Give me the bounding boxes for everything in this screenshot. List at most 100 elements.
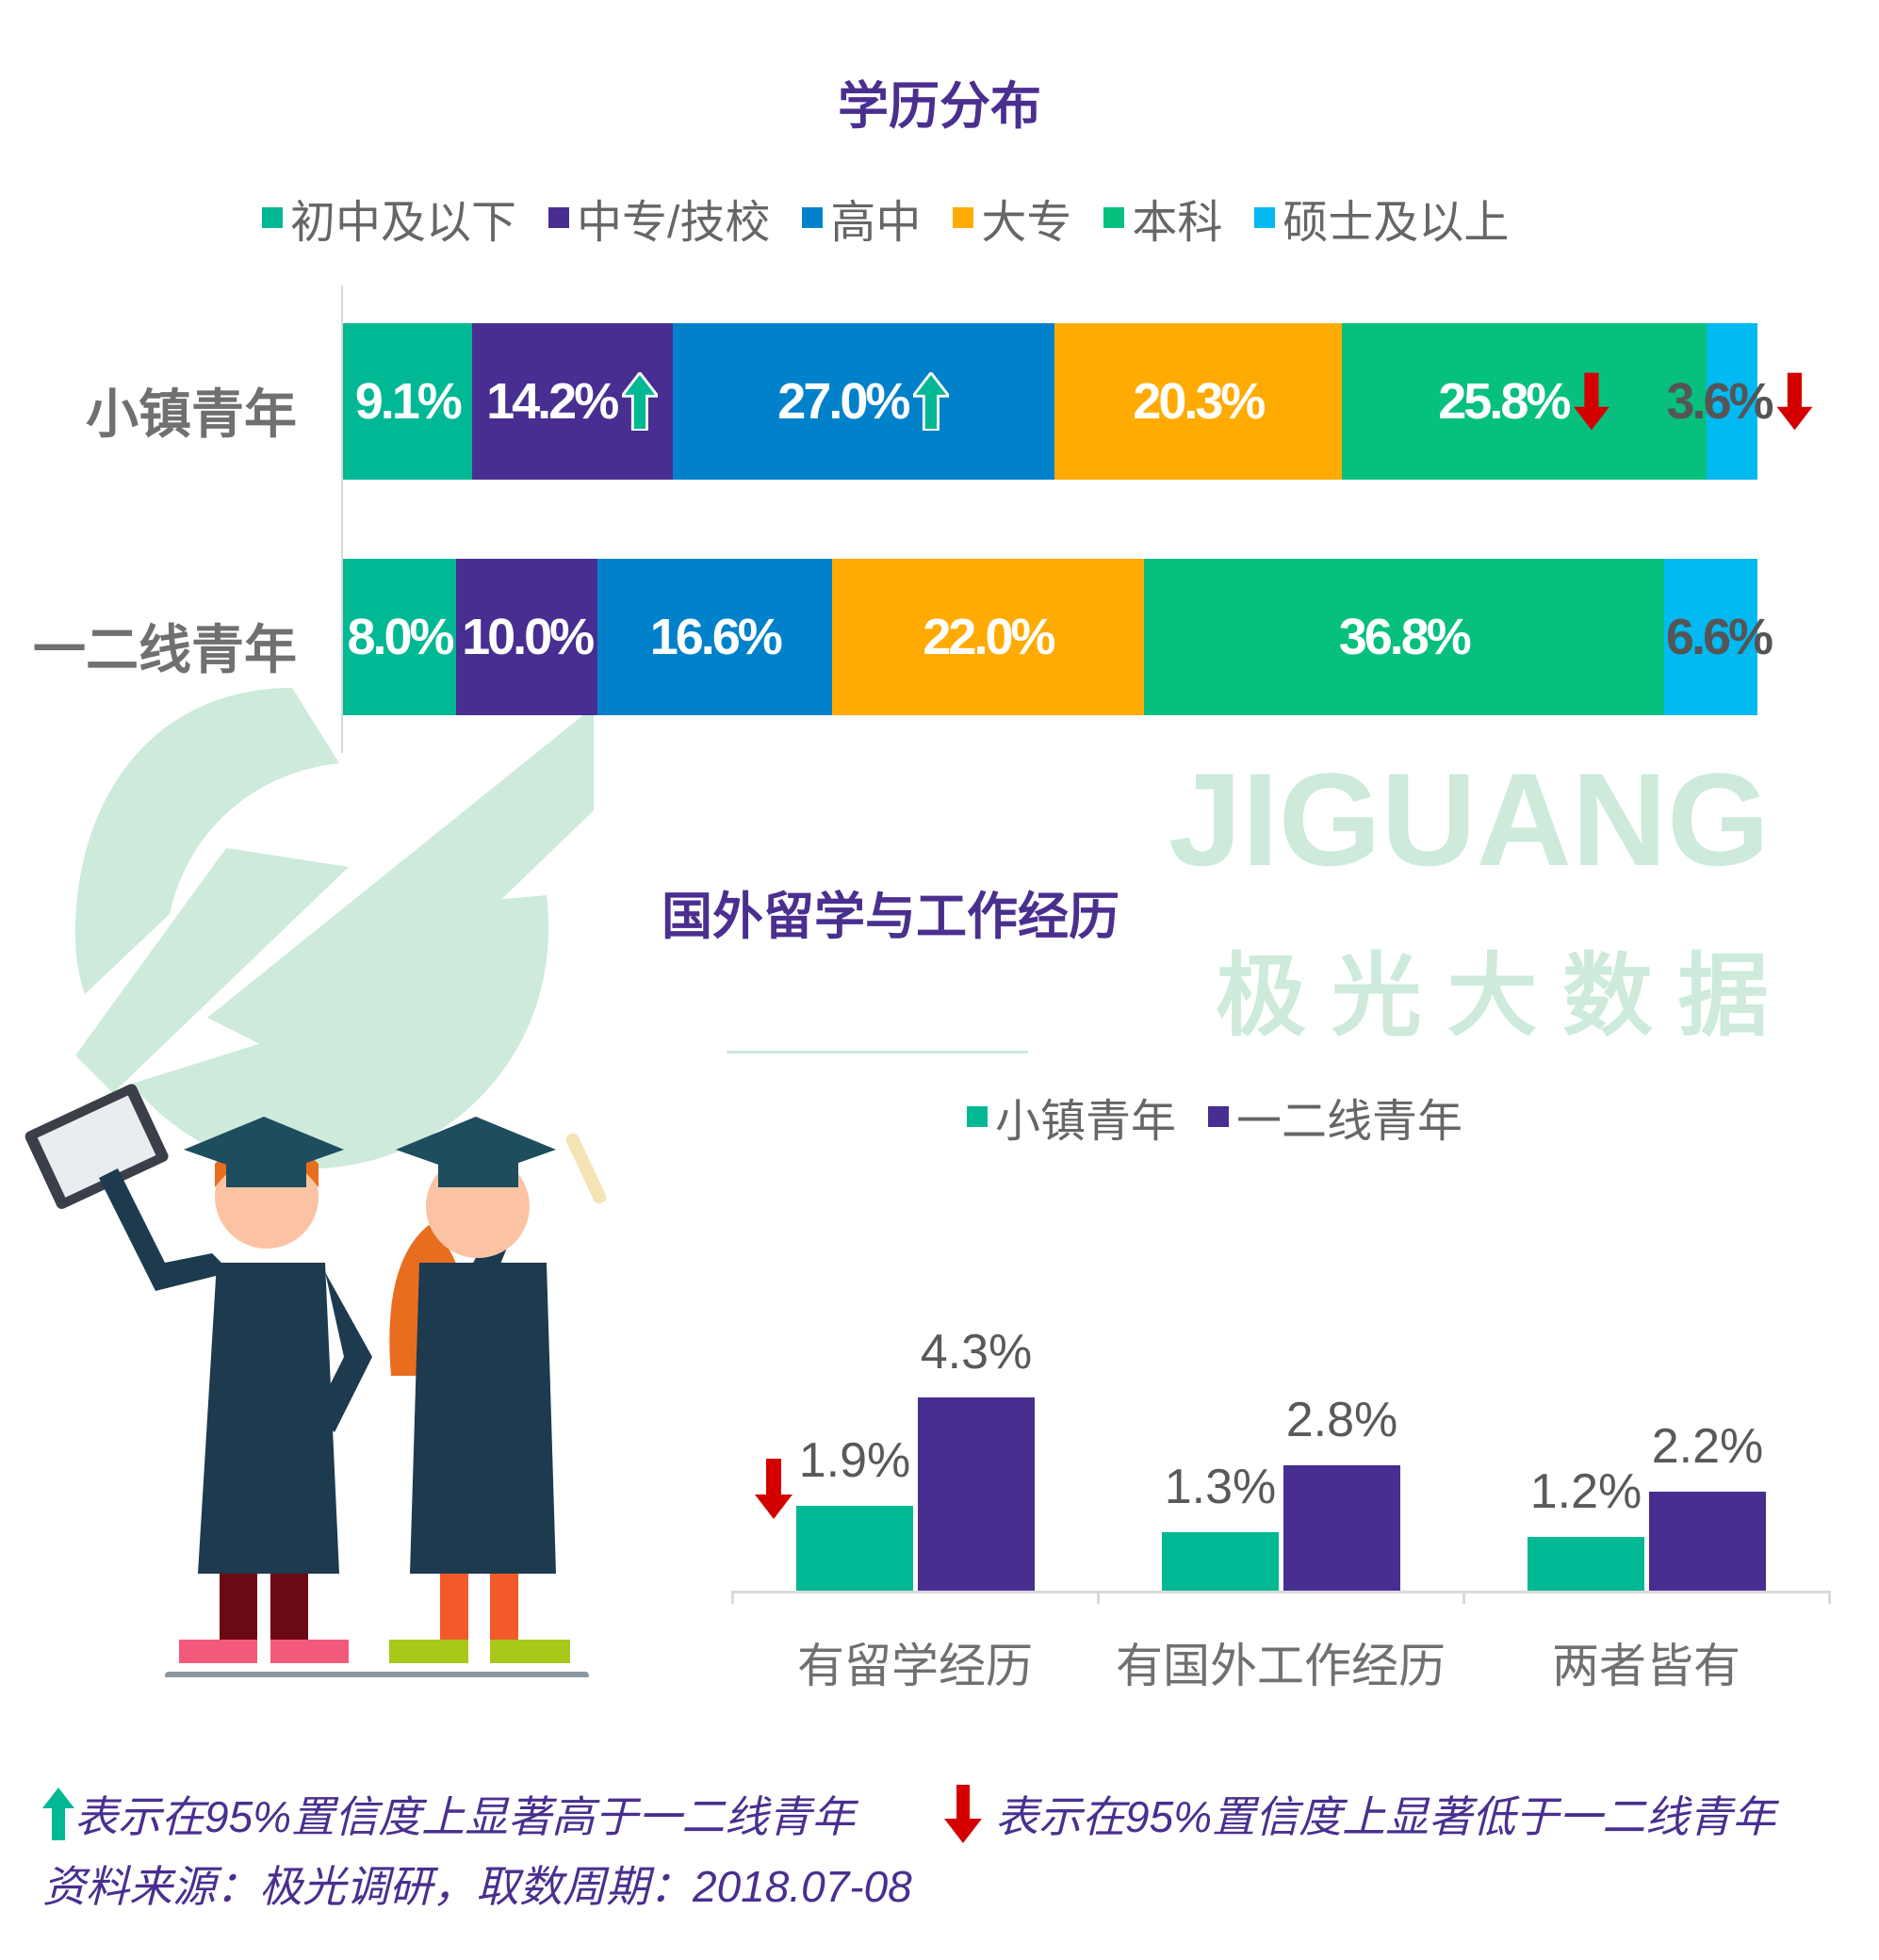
chart1-legend: 初中及以下 中专/技校 高中 大专 本科 硕士及以上: [262, 185, 1509, 251]
data-label-text: 6.6%: [1665, 609, 1773, 665]
bar: [918, 1397, 1035, 1591]
title-underline: [727, 1051, 1028, 1054]
bar-segment: [343, 559, 457, 715]
data-label: 25.8%: [1438, 372, 1610, 431]
legend-item: 大专: [953, 185, 1071, 251]
legend-swatch: [262, 207, 283, 228]
legend-label: 中专/技校: [577, 198, 771, 248]
legend-item: 中专/技校: [548, 185, 770, 251]
watermark-logo-icon: [75, 688, 594, 1168]
data-label: 10.0%: [462, 608, 595, 666]
legend-label: 一二线青年: [1236, 1097, 1463, 1147]
legend-label: 本科: [1132, 198, 1223, 248]
data-label: 8.0%: [347, 608, 454, 666]
bar-label: 1.3%: [1164, 1460, 1277, 1515]
category-label: 两者皆有: [1552, 1640, 1740, 1692]
data-label-text: 25.8%: [1438, 373, 1571, 430]
data-label-text: 8.0%: [347, 609, 454, 665]
data-label: 6.6%: [1665, 608, 1773, 666]
data-label: 14.2%: [486, 372, 659, 431]
data-label: 36.8%: [1338, 608, 1472, 666]
x-axis: [732, 1591, 1829, 1593]
data-label-text: 16.6%: [649, 609, 783, 665]
data-label-text: 3.6%: [1666, 373, 1773, 430]
legend-item: 高中: [802, 185, 921, 251]
arrow-down-icon: [1574, 372, 1610, 431]
bar-segment: [1341, 323, 1707, 480]
data-label: 9.1%: [354, 372, 463, 431]
chart2-title: 国外留学与工作经历: [662, 889, 1119, 945]
bar-segment: [597, 559, 833, 715]
data-label: 27.0%: [777, 372, 950, 431]
legend-item: 初中及以下: [262, 185, 516, 251]
x-tick: [1462, 1591, 1465, 1604]
bar-segment: [832, 559, 1144, 715]
bar-label: 1.9%: [798, 1432, 911, 1488]
row-label-town: 小镇青年: [86, 384, 297, 444]
legend-swatch: [967, 1106, 988, 1127]
bar-label: 2.8%: [1285, 1392, 1398, 1447]
chart2-legend: 小镇青年 一二线青年: [967, 1084, 1462, 1150]
legend-label: 硕士及以上: [1283, 198, 1510, 248]
data-label: 16.6%: [649, 608, 783, 666]
chart1-title: 学历分布: [838, 78, 1041, 135]
footer-down-note: 表示在95%置信度上显著低于一二线青年: [944, 1783, 1775, 1845]
bar-segment: [1143, 559, 1664, 715]
legend-item: 硕士及以上: [1254, 185, 1509, 251]
x-tick: [1828, 1591, 1831, 1604]
arrow-up-icon: [622, 372, 659, 431]
bar-segment: [343, 323, 472, 480]
arrow-down-icon: [755, 1458, 792, 1519]
stacked-bar-town: 9.1% 14.2% 27.0% 20.3% 25.8% 3.6%: [343, 323, 1813, 480]
chart2-plot: 1.9% 4.3% 有留学经历 1.3% 2.8% 有国外工作经历 1.2% 2.2% 两者皆有: [731, 1225, 1831, 1696]
down-note-text: 表示在95%置信度上显著低于一二线青年: [995, 1792, 1776, 1841]
bar-segment: [672, 323, 1054, 480]
arrow-down-icon: [944, 1785, 982, 1843]
bar: [796, 1505, 913, 1591]
bar-segment: [1054, 323, 1342, 480]
bar: [1283, 1464, 1400, 1591]
up-note-text: 表示在95%置信度上显著高于一二线青年: [74, 1792, 856, 1841]
legend-swatch: [548, 207, 570, 228]
data-label-text: 9.1%: [354, 373, 463, 430]
data-label: 22.0%: [923, 608, 1055, 666]
category-label: 有国外工作经历: [1116, 1640, 1446, 1692]
bar-segment: [1663, 559, 1757, 715]
bar: [1649, 1492, 1766, 1591]
legend-label: 大专: [981, 198, 1072, 248]
data-label-text: 14.2%: [486, 373, 619, 430]
footer-source: 资料来源：极光调研，取数周期：2018.07-08: [42, 1862, 912, 1911]
bar: [1162, 1532, 1279, 1591]
legend-swatch: [1254, 207, 1276, 228]
x-tick: [1097, 1591, 1100, 1604]
watermark-brand: JIGUANG: [1168, 745, 1770, 893]
arrow-up-icon: [913, 372, 950, 431]
bar-segment: [456, 559, 598, 715]
legend-swatch: [953, 207, 974, 228]
arrow-down-icon: [1776, 372, 1813, 431]
category-label: 有留学经历: [797, 1640, 1033, 1692]
data-label-text: 20.3%: [1133, 373, 1266, 430]
legend-label: 高中: [830, 198, 922, 248]
data-label: 3.6%: [1666, 372, 1813, 431]
chart1-axis-line: [341, 286, 343, 753]
legend-item: 一二线青年: [1208, 1084, 1462, 1150]
bar: [1528, 1536, 1644, 1591]
data-label-text: 22.0%: [923, 609, 1055, 665]
bar-segment: [1706, 323, 1757, 480]
stacked-bar-city: 8.0% 10.0% 16.6% 22.0% 36.8% 6.6%: [343, 559, 1773, 715]
data-label-text: 36.8%: [1338, 609, 1472, 665]
bar-label: 4.3%: [920, 1325, 1033, 1380]
legend-label: 小镇青年: [995, 1097, 1177, 1147]
legend-swatch: [1208, 1106, 1230, 1127]
data-label: 20.3%: [1133, 372, 1266, 431]
arrow-up-icon: [42, 1788, 74, 1840]
x-tick: [731, 1591, 734, 1604]
legend-item: 本科: [1103, 185, 1222, 251]
legend-swatch: [802, 207, 824, 228]
bar-label: 1.2%: [1529, 1463, 1642, 1519]
data-label-text: 10.0%: [462, 609, 595, 665]
legend-label: 初中及以下: [290, 198, 517, 248]
footer-up-note: 表示在95%置信度上显著高于一二线青年: [42, 1783, 855, 1845]
legend-swatch: [1103, 207, 1125, 228]
